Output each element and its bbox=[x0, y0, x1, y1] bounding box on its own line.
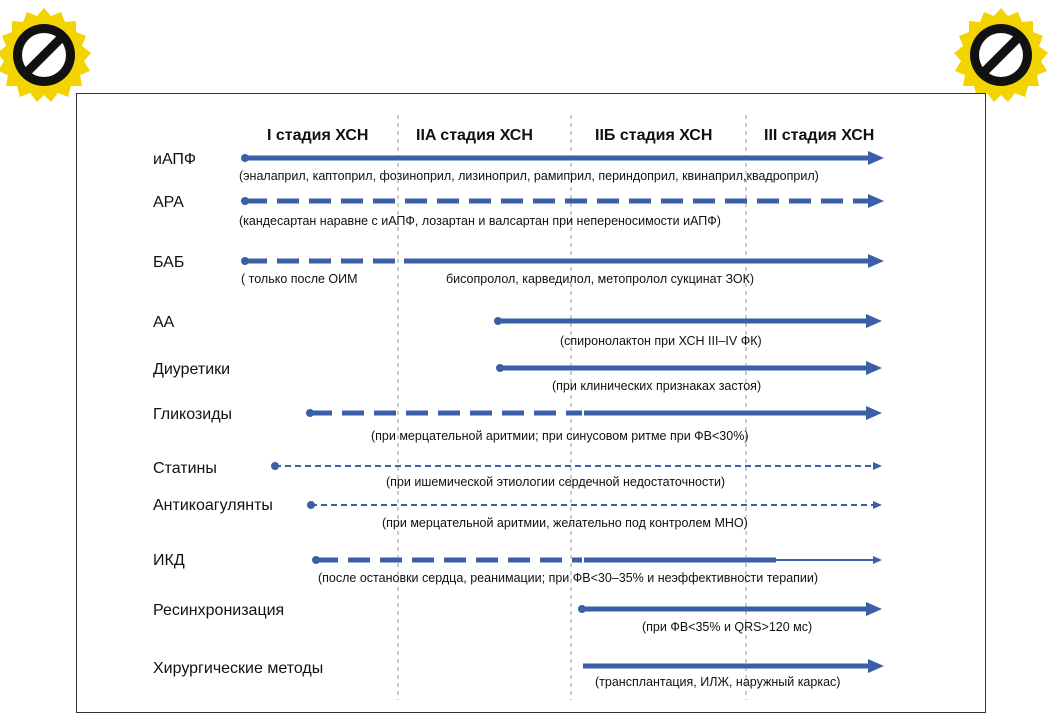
row-note: (кандесартан наравне с иАПФ, лозартан и … bbox=[239, 214, 721, 228]
row-note: (спиронолактон при ХСН III–IV ФК) bbox=[560, 334, 762, 348]
arrow-head bbox=[866, 361, 882, 375]
row-note: (при клинических признаках застоя) bbox=[552, 379, 761, 393]
row-note: (эналаприл, каптоприл, фозиноприл, лизин… bbox=[239, 169, 819, 183]
row-note: (при ФВ<35% и QRS>120 мс) bbox=[642, 620, 812, 634]
row-note: (при мерцательной аритмии, желательно по… bbox=[382, 516, 748, 530]
row-note: (трансплантация, ИЛЖ, наружный каркас) bbox=[595, 675, 840, 689]
drug-label: Хирургические методы bbox=[153, 660, 323, 677]
row-note: бисопролол, карведилол, метопролол сукци… bbox=[446, 272, 754, 286]
drug-label: АРА bbox=[153, 194, 184, 211]
arrow-head bbox=[868, 194, 884, 208]
drug-label: Антикоагулянты bbox=[153, 497, 273, 514]
arrow-head bbox=[866, 406, 882, 420]
arrow-head bbox=[873, 501, 882, 509]
drug-label: Ресинхронизация bbox=[153, 602, 284, 619]
drug-label: иАПФ bbox=[153, 151, 196, 168]
drug-label: Гликозиды bbox=[153, 406, 232, 423]
drug-label: БАБ bbox=[153, 254, 184, 271]
drug-label: АА bbox=[153, 314, 175, 331]
drug-label: Статины bbox=[153, 460, 217, 477]
stage-header: III стадия ХСН bbox=[764, 127, 874, 144]
row-note: ( только после ОИМ bbox=[241, 272, 358, 286]
arrow-head bbox=[866, 314, 882, 328]
row-note: (после остановки сердца, реанимации; при… bbox=[318, 571, 818, 585]
drug-label: Диуретики bbox=[153, 361, 230, 378]
row-note: (при ишемической этиологии сердечной нед… bbox=[386, 475, 725, 489]
arrow-head bbox=[866, 602, 882, 616]
stage-header: I стадия ХСН bbox=[267, 127, 368, 144]
stage-header: IIA стадия ХСН bbox=[416, 127, 533, 144]
prohibited-sign-icon bbox=[954, 8, 1048, 102]
arrow-head bbox=[873, 556, 882, 564]
arrow-head bbox=[873, 462, 882, 470]
arrow-head bbox=[868, 151, 884, 165]
arrow-head bbox=[868, 659, 884, 673]
stage-header: IIБ стадия ХСН bbox=[595, 127, 712, 144]
drug-label: ИКД bbox=[153, 552, 185, 569]
row-note: (при мерцательной аритмии; при синусовом… bbox=[371, 429, 748, 443]
arrow-head bbox=[868, 254, 884, 268]
prohibited-sign-icon bbox=[0, 8, 91, 102]
